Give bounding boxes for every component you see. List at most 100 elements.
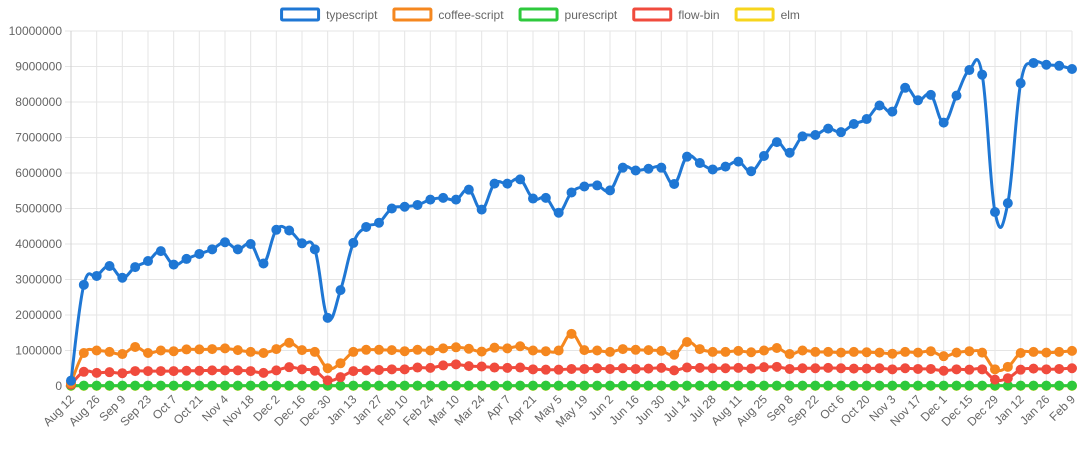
data-point-purescript[interactable]	[1041, 380, 1052, 391]
data-point-typescript[interactable]	[130, 262, 141, 273]
data-point-purescript[interactable]	[759, 380, 769, 391]
data-point-coffee-script[interactable]	[117, 349, 128, 360]
data-point-coffee-script[interactable]	[951, 347, 962, 358]
data-point-coffee-script[interactable]	[656, 345, 667, 356]
data-point-purescript[interactable]	[1054, 380, 1065, 391]
data-point-coffee-script[interactable]	[605, 346, 615, 357]
data-point-flow-bin[interactable]	[130, 366, 141, 377]
data-point-purescript[interactable]	[168, 380, 179, 391]
data-point-coffee-script[interactable]	[207, 344, 218, 355]
data-point-flow-bin[interactable]	[515, 362, 526, 373]
data-point-coffee-script[interactable]	[1028, 346, 1039, 357]
data-point-flow-bin[interactable]	[836, 363, 846, 374]
data-point-typescript[interactable]	[258, 258, 269, 269]
data-point-purescript[interactable]	[617, 380, 628, 391]
data-point-purescript[interactable]	[925, 380, 936, 391]
data-point-purescript[interactable]	[733, 380, 744, 391]
data-point-purescript[interactable]	[861, 380, 872, 391]
data-point-flow-bin[interactable]	[771, 361, 782, 372]
data-point-flow-bin[interactable]	[1015, 364, 1026, 375]
data-point-flow-bin[interactable]	[913, 363, 923, 374]
data-point-purescript[interactable]	[194, 380, 205, 391]
data-point-coffee-script[interactable]	[579, 345, 590, 356]
data-point-purescript[interactable]	[258, 380, 269, 391]
data-point-flow-bin[interactable]	[1002, 373, 1013, 384]
data-point-coffee-script[interactable]	[810, 346, 821, 357]
data-point-typescript[interactable]	[207, 244, 218, 255]
data-point-typescript[interactable]	[797, 131, 808, 142]
data-point-purescript[interactable]	[964, 380, 975, 391]
data-point-typescript[interactable]	[964, 65, 975, 76]
data-point-flow-bin[interactable]	[245, 366, 256, 377]
data-point-purescript[interactable]	[938, 380, 949, 391]
data-point-purescript[interactable]	[823, 380, 834, 391]
data-point-typescript[interactable]	[412, 199, 423, 210]
data-point-purescript[interactable]	[412, 380, 423, 391]
data-point-typescript[interactable]	[579, 181, 590, 192]
data-point-coffee-script[interactable]	[489, 342, 500, 353]
data-point-typescript[interactable]	[707, 164, 718, 175]
data-point-coffee-script[interactable]	[990, 364, 1000, 375]
data-point-flow-bin[interactable]	[258, 367, 269, 378]
data-point-coffee-script[interactable]	[181, 344, 192, 355]
data-point-coffee-script[interactable]	[720, 346, 731, 357]
data-point-typescript[interactable]	[1041, 59, 1052, 70]
data-point-flow-bin[interactable]	[823, 362, 834, 373]
data-point-coffee-script[interactable]	[245, 346, 256, 357]
data-point-coffee-script[interactable]	[143, 347, 153, 358]
data-point-purescript[interactable]	[245, 380, 256, 391]
data-point-purescript[interactable]	[656, 380, 667, 391]
data-point-typescript[interactable]	[951, 90, 962, 101]
data-point-typescript[interactable]	[194, 248, 205, 259]
data-point-typescript[interactable]	[155, 246, 166, 257]
data-point-coffee-script[interactable]	[284, 337, 295, 348]
data-point-purescript[interactable]	[630, 380, 641, 391]
data-point-purescript[interactable]	[425, 380, 436, 391]
data-point-flow-bin[interactable]	[335, 372, 346, 383]
data-point-flow-bin[interactable]	[181, 365, 192, 376]
data-point-typescript[interactable]	[168, 259, 179, 270]
data-point-typescript[interactable]	[143, 256, 153, 267]
data-point-typescript[interactable]	[348, 237, 359, 248]
data-point-typescript[interactable]	[386, 203, 397, 214]
data-point-typescript[interactable]	[117, 272, 128, 283]
data-point-typescript[interactable]	[990, 207, 1000, 218]
legend-item-typescript[interactable]: typescript	[280, 7, 379, 22]
data-point-flow-bin[interactable]	[309, 365, 320, 376]
data-point-typescript[interactable]	[528, 193, 538, 204]
data-point-coffee-script[interactable]	[528, 345, 538, 356]
data-point-purescript[interactable]	[707, 380, 718, 391]
data-point-coffee-script[interactable]	[784, 349, 795, 360]
data-point-purescript[interactable]	[784, 380, 795, 391]
data-point-purescript[interactable]	[1015, 380, 1026, 391]
data-point-flow-bin[interactable]	[848, 363, 859, 374]
data-point-purescript[interactable]	[605, 380, 615, 391]
data-point-coffee-script[interactable]	[669, 349, 680, 360]
data-point-purescript[interactable]	[489, 380, 500, 391]
data-point-flow-bin[interactable]	[412, 362, 423, 373]
data-point-flow-bin[interactable]	[463, 361, 474, 372]
data-point-coffee-script[interactable]	[425, 345, 436, 356]
data-point-purescript[interactable]	[579, 380, 590, 391]
data-point-coffee-script[interactable]	[913, 347, 923, 358]
data-point-purescript[interactable]	[1067, 380, 1077, 391]
data-point-coffee-script[interactable]	[476, 346, 487, 357]
data-point-typescript[interactable]	[297, 238, 307, 249]
data-point-purescript[interactable]	[553, 380, 564, 391]
data-point-typescript[interactable]	[836, 127, 846, 138]
data-point-flow-bin[interactable]	[605, 363, 615, 374]
data-point-typescript[interactable]	[746, 166, 757, 177]
data-point-flow-bin[interactable]	[232, 365, 243, 376]
data-point-coffee-script[interactable]	[964, 346, 975, 357]
data-point-coffee-script[interactable]	[707, 346, 718, 357]
data-point-typescript[interactable]	[515, 174, 526, 185]
data-point-flow-bin[interactable]	[797, 363, 808, 374]
data-point-flow-bin[interactable]	[297, 364, 307, 375]
data-point-flow-bin[interactable]	[592, 363, 603, 374]
data-point-purescript[interactable]	[771, 380, 782, 391]
data-point-coffee-script[interactable]	[348, 346, 359, 357]
data-point-coffee-script[interactable]	[463, 343, 474, 354]
data-point-typescript[interactable]	[938, 117, 949, 128]
data-point-coffee-script[interactable]	[271, 344, 282, 355]
data-point-typescript[interactable]	[771, 137, 782, 148]
